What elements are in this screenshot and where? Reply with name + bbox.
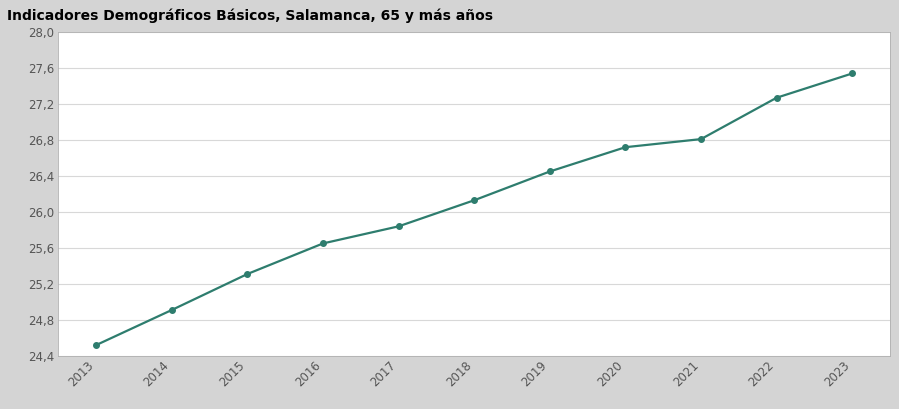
Text: Indicadores Demográficos Básicos, Salamanca, 65 y más años: Indicadores Demográficos Básicos, Salama… (7, 8, 494, 22)
